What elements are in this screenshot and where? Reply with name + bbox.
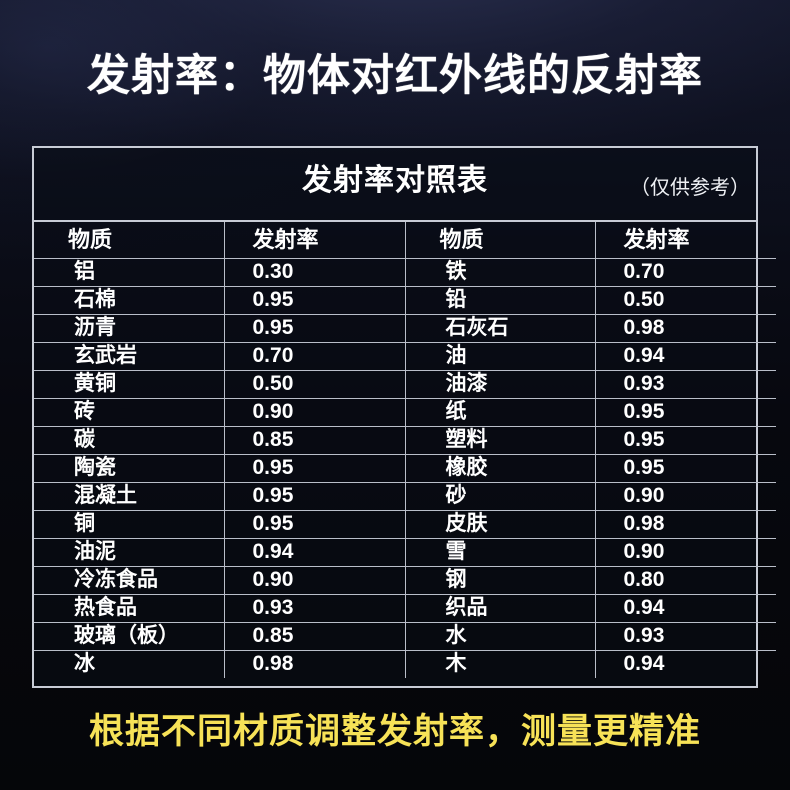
footer-strapline: 根据不同材质调整发射率，测量更精准: [88, 712, 701, 751]
cell-material-right: 木: [404, 649, 596, 678]
cell-material-right: 塑料: [404, 425, 596, 455]
table-row: 陶瓷 0.95 橡胶 0.95: [34, 453, 776, 483]
cell-material-right: 铁: [404, 257, 596, 287]
cell-material-right: 油: [404, 341, 596, 371]
cell-material-left: 混凝土: [34, 481, 225, 511]
cell-material-right: 油漆: [404, 369, 596, 399]
cell-emissivity-right: 0.70: [594, 257, 776, 287]
table-row: 热食品 0.93 织品 0.94: [34, 593, 776, 623]
column-header-material-right: 物质: [404, 222, 596, 259]
column-header-emissivity-left: 发射率: [223, 222, 406, 259]
cell-emissivity-left: 0.30: [223, 257, 406, 287]
cell-emissivity-right: 0.94: [594, 593, 776, 623]
cell-emissivity-right: 0.94: [594, 649, 776, 678]
table-body: 铝 0.30 铁 0.70 石棉 0.95 铅 0.50 沥青 0.95 石灰石 0.98 玄武岩 0.7…: [34, 257, 776, 678]
cell-emissivity-left: 0.90: [223, 397, 406, 427]
cell-material-left: 碳: [34, 425, 225, 455]
emissivity-table-card: 发射率对照表 （仅供参考） 物质 发射率 物质 发射率 铝 0.30 铁 0.70 石棉…: [32, 146, 776, 688]
emissivity-table: 物质 发射率 物质 发射率 铝 0.30 铁 0.70 石棉 0.95 铅 0.50 沥青 0.9…: [34, 222, 776, 678]
cell-emissivity-left: 0.50: [223, 369, 406, 399]
cell-emissivity-right: 0.90: [594, 537, 776, 567]
table-row: 玄武岩 0.70 油 0.94: [34, 341, 776, 371]
cell-emissivity-right: 0.90: [594, 481, 776, 511]
table-header-row: 物质 发射率 物质 发射率: [34, 222, 776, 259]
cell-emissivity-left: 0.95: [223, 481, 406, 511]
cell-emissivity-right: 0.98: [594, 313, 776, 343]
table-row: 油泥 0.94 雪 0.90: [34, 537, 776, 567]
cell-emissivity-right: 0.80: [594, 565, 776, 595]
cell-material-left: 沥青: [34, 313, 225, 343]
page-title: 发射率：物体对红外线的反射率: [87, 52, 703, 100]
cell-material-left: 热食品: [34, 593, 225, 623]
cell-emissivity-right: 0.94: [594, 341, 776, 371]
cell-material-left: 砖: [34, 397, 225, 427]
cell-material-right: 钢: [404, 565, 596, 595]
cell-material-left: 油泥: [34, 537, 225, 567]
cell-emissivity-right: 0.95: [594, 453, 776, 483]
cell-material-left: 冷冻食品: [34, 565, 225, 595]
cell-material-right: 砂: [404, 481, 596, 511]
cell-material-left: 黄铜: [34, 369, 225, 399]
cell-material-right: 石灰石: [404, 313, 596, 343]
cell-material-right: 铅: [404, 285, 596, 315]
cell-emissivity-left: 0.85: [223, 425, 406, 455]
cell-emissivity-right: 0.93: [594, 621, 776, 651]
cell-material-left: 玄武岩: [34, 341, 225, 371]
table-row: 混凝土 0.95 砂 0.90: [34, 481, 776, 511]
cell-emissivity-left: 0.70: [223, 341, 406, 371]
cell-material-right: 橡胶: [404, 453, 596, 483]
cell-material-left: 陶瓷: [34, 453, 225, 483]
table-row: 沥青 0.95 石灰石 0.98: [34, 313, 776, 343]
table-row: 铝 0.30 铁 0.70: [34, 257, 776, 287]
cell-emissivity-right: 0.93: [594, 369, 776, 399]
table-row: 砖 0.90 纸 0.95: [34, 397, 776, 427]
cell-material-right: 雪: [404, 537, 596, 567]
table-title: 发射率对照表: [302, 164, 488, 197]
cell-emissivity-right: 0.98: [594, 509, 776, 539]
table-row: 黄铜 0.50 油漆 0.93: [34, 369, 776, 399]
cell-emissivity-left: 0.95: [223, 285, 406, 315]
table-row: 玻璃（板） 0.85 水 0.93: [34, 621, 776, 651]
table-row: 碳 0.85 塑料 0.95: [34, 425, 776, 455]
table-row: 铜 0.95 皮肤 0.98: [34, 509, 776, 539]
cell-emissivity-left: 0.93: [223, 593, 406, 623]
table-caption-row: 发射率对照表 （仅供参考）: [34, 148, 756, 222]
cell-material-right: 织品: [404, 593, 596, 623]
cell-material-right: 水: [404, 621, 596, 651]
cell-emissivity-left: 0.85: [223, 621, 406, 651]
cell-emissivity-left: 0.98: [223, 649, 406, 678]
cell-material-left: 石棉: [34, 285, 225, 315]
cell-material-left: 铝: [34, 257, 225, 287]
cell-material-right: 皮肤: [404, 509, 596, 539]
cell-material-left: 冰: [34, 649, 225, 678]
cell-emissivity-right: 0.95: [594, 397, 776, 427]
cell-material-right: 纸: [404, 397, 596, 427]
cell-material-left: 铜: [34, 509, 225, 539]
table-head: 物质 发射率 物质 发射率: [34, 222, 776, 259]
cell-emissivity-right: 0.95: [594, 425, 776, 455]
cell-emissivity-left: 0.94: [223, 537, 406, 567]
column-header-material-left: 物质: [34, 222, 225, 259]
column-header-emissivity-right: 发射率: [594, 222, 776, 259]
cell-emissivity-left: 0.95: [223, 313, 406, 343]
table-row: 石棉 0.95 铅 0.50: [34, 285, 776, 315]
cell-material-left: 玻璃（板）: [34, 621, 225, 651]
cell-emissivity-left: 0.95: [223, 509, 406, 539]
table-row: 冷冻食品 0.90 钢 0.80: [34, 565, 776, 595]
table-reference-note: （仅供参考）: [630, 177, 750, 199]
cell-emissivity-left: 0.95: [223, 453, 406, 483]
cell-emissivity-left: 0.90: [223, 565, 406, 595]
cell-emissivity-right: 0.50: [594, 285, 776, 315]
table-row: 冰 0.98 木 0.94: [34, 649, 776, 678]
